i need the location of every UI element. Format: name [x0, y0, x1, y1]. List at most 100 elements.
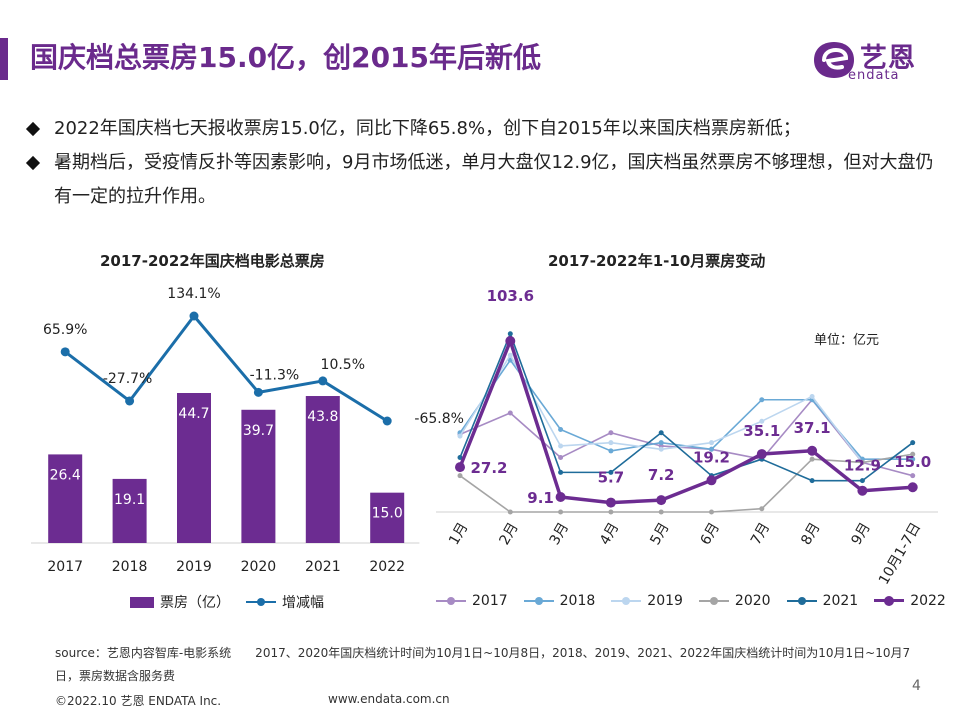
footer-url[interactable]: www.endata.com.cn	[328, 692, 450, 706]
bar-value-label: 44.7	[178, 406, 209, 422]
series-line-2017	[459, 398, 913, 477]
growth-point	[189, 311, 199, 321]
series-point-2021	[910, 440, 916, 446]
series-point-2021	[658, 430, 664, 436]
bar-swatch-icon	[130, 596, 154, 608]
x-tick-label: 9月	[849, 520, 874, 548]
series-point-2022	[706, 475, 717, 486]
line-swatch-icon	[436, 594, 466, 608]
growth-label: -11.3%	[250, 367, 300, 383]
line-swatch-icon	[246, 595, 276, 609]
series-point-2017	[608, 430, 614, 436]
page-number: 4	[912, 678, 921, 694]
series-point-2021	[457, 455, 463, 461]
line-swatch-icon	[611, 594, 642, 608]
growth-point	[125, 396, 135, 406]
series-point-2022	[807, 445, 818, 456]
x-tick-label: 8月	[798, 520, 823, 548]
x-tick-label: 7月	[748, 520, 773, 548]
left-chart-legend: 票房（亿） 增减幅	[130, 592, 340, 612]
data-label: 9.1	[527, 489, 554, 507]
growth-point	[382, 416, 392, 426]
legend-label: 2017	[472, 593, 508, 609]
series-point-2020	[709, 509, 714, 515]
legend-label: 2019	[647, 593, 683, 609]
series-point-2021	[507, 331, 513, 337]
series-point-2021	[809, 478, 815, 484]
growth-label: 65.9%	[43, 322, 87, 338]
data-label: 37.1	[794, 419, 831, 437]
x-tick-label: 6月	[698, 520, 723, 548]
endata-logo: 艺恩 endata	[812, 38, 927, 84]
data-label: 27.2	[470, 459, 507, 477]
series-point-2020	[759, 506, 765, 512]
bar-2022	[370, 492, 405, 543]
legend-label: 票房（亿）	[160, 595, 230, 611]
series-point-2019	[608, 440, 614, 446]
series-point-2020	[809, 456, 815, 462]
series-point-2019	[759, 418, 765, 424]
series-point-2022	[455, 462, 465, 473]
legend-item-box-office: 票房（亿）	[130, 592, 230, 612]
series-point-2022	[605, 497, 616, 508]
series-point-2018	[608, 448, 614, 454]
series-point-2017	[507, 410, 513, 416]
series-point-2020	[507, 509, 513, 515]
series-point-2019	[709, 440, 714, 446]
series-point-2021	[608, 469, 614, 475]
legend-item-2019: 2019	[611, 593, 683, 609]
growth-label: 134.1%	[167, 286, 220, 302]
bullet-text: 暑期档后，受疫情反扑等因素影响，9月市场低迷，单月大盘仅12.9亿，国庆档虽然票…	[54, 152, 934, 207]
x-tick-label: 5月	[647, 520, 672, 548]
x-tick-label: 2022	[369, 559, 405, 575]
legend-item-2018: 2018	[523, 593, 596, 609]
x-tick-label: 2021	[305, 559, 341, 575]
growth-label: -65.8%	[414, 411, 464, 427]
line-swatch-icon	[874, 594, 905, 608]
series-point-2022	[756, 449, 767, 460]
logo-mark-icon	[814, 42, 854, 78]
series-point-2022	[505, 336, 516, 346]
series-point-2018	[658, 440, 664, 446]
series-point-2018	[759, 397, 765, 403]
bar-value-label: 43.8	[307, 409, 338, 425]
data-label: 12.9	[844, 457, 881, 475]
legend-label: 2018	[559, 593, 596, 609]
series-point-2018	[910, 456, 916, 462]
right-chart-title: 2017-2022年1-10月票房变动	[548, 252, 766, 270]
page-title: 国庆档总票房15.0亿，创2015年后新低	[30, 41, 542, 74]
series-point-2022	[857, 485, 868, 496]
legend-item-2017: 2017	[436, 593, 508, 609]
x-tick-label: 1月	[446, 520, 471, 548]
data-label: 7.2	[648, 466, 675, 484]
series-point-2018	[709, 446, 714, 452]
growth-point	[318, 376, 328, 386]
bar-2018	[112, 478, 147, 543]
series-point-2022	[555, 491, 566, 502]
x-tick-label: 2018	[112, 559, 148, 575]
logo-subtitle: endata	[848, 68, 900, 83]
series-point-2020	[658, 509, 664, 515]
x-tick-label: 10月1-7日	[876, 520, 924, 587]
series-point-2018	[558, 426, 564, 432]
series-line-2020	[459, 453, 913, 513]
left-chart-title: 2017-2022年国庆档电影总票房	[100, 252, 325, 270]
legend-label: 2020	[734, 593, 771, 609]
x-tick-label: 2017	[47, 559, 83, 575]
bar-value-label: 19.1	[114, 492, 145, 508]
growth-line	[64, 314, 388, 423]
growth-label: 10.5%	[321, 357, 365, 373]
series-line-2019	[459, 354, 913, 464]
data-label: 35.1	[743, 422, 780, 440]
bar-2017	[48, 454, 83, 543]
legend-item-growth: 增减幅	[246, 592, 324, 612]
growth-point	[253, 387, 263, 397]
summary-bullets: 2022年国庆档七天报收票房15.0亿，同比下降65.8%，创下自2015年以来…	[25, 112, 943, 214]
bullet-text: 2022年国庆档七天报收票房15.0亿，同比下降65.8%，创下自2015年以来…	[54, 118, 801, 139]
data-label: 5.7	[598, 469, 625, 487]
bar-2020	[241, 409, 276, 543]
bar-2019	[177, 393, 211, 543]
line-swatch-icon	[698, 594, 729, 608]
